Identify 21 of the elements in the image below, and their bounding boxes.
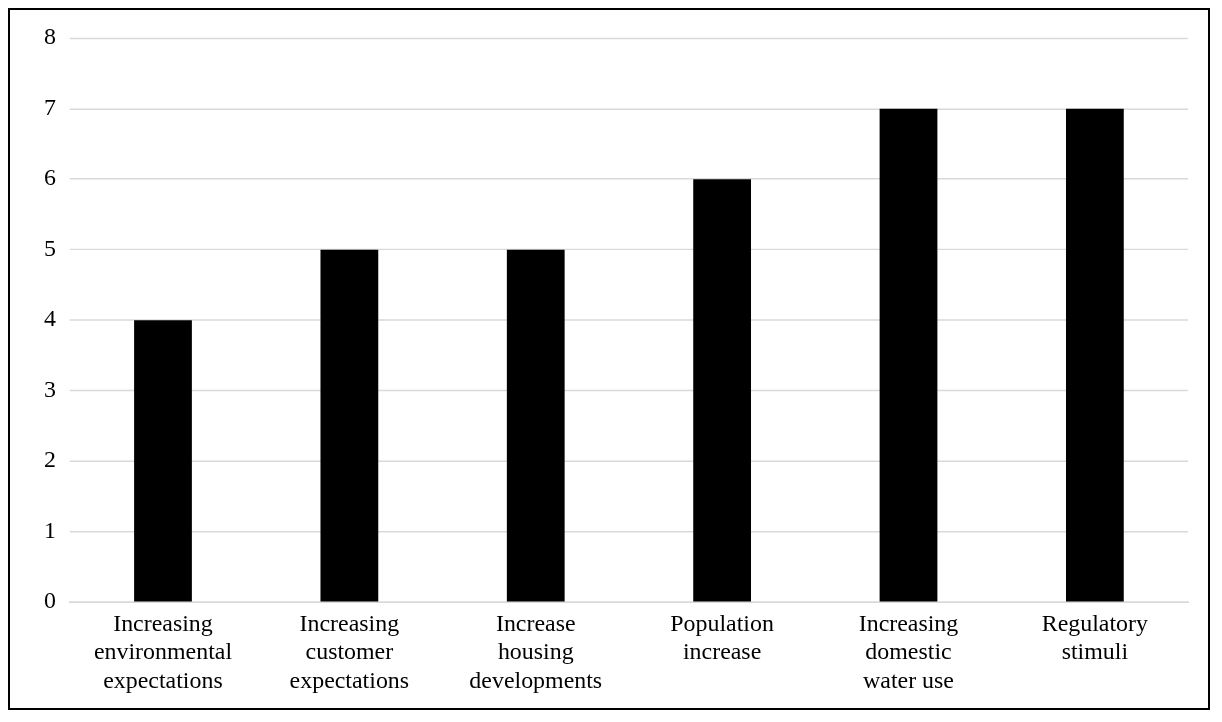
y-tick-label: 6 — [43, 164, 56, 191]
bar — [879, 108, 938, 602]
bar — [134, 320, 192, 602]
x-tick-label: Increasing environmental expectations — [93, 609, 233, 694]
y-tick-label: 0 — [43, 587, 56, 614]
y-tick-label: 3 — [43, 376, 56, 402]
bar — [1065, 108, 1124, 602]
y-tick-label: 8 — [43, 23, 56, 50]
y-tick-label: 4 — [43, 305, 56, 332]
x-tick-label: Increasing customer expectations — [289, 609, 410, 694]
x-tick-label: Increasing domestic water use — [858, 609, 959, 694]
x-tick-label: Regulatory stimuli — [1041, 609, 1149, 665]
y-tick-label: 5 — [43, 235, 56, 261]
y-tick-label: 2 — [43, 446, 56, 473]
bar — [320, 249, 379, 602]
x-tick-label: Population increase — [670, 609, 774, 665]
x-tick-label: Increase housing developments — [469, 609, 603, 694]
y-tick-label: 1 — [43, 517, 56, 543]
y-tick-label: 7 — [43, 94, 56, 120]
bar — [506, 249, 565, 602]
bar — [693, 179, 752, 602]
